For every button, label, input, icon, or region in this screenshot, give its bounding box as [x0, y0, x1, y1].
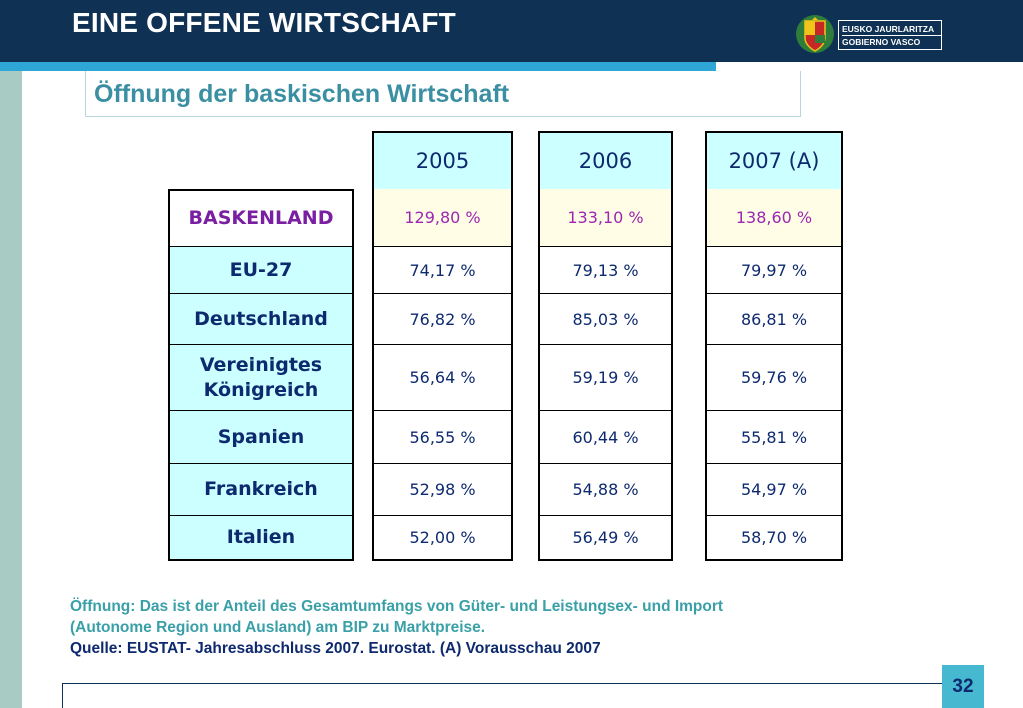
cell-italien-2007: 58,70 %	[705, 516, 843, 561]
row-label-deutschland: Deutschland	[168, 294, 354, 345]
cell-spanien-2006: 60,44 %	[538, 411, 673, 464]
government-name: EUSKO JAURLARITZA GOBIERNO VASCO	[838, 20, 942, 50]
cell-eu27-2007: 79,97 %	[705, 247, 843, 294]
footnote-source: Quelle: EUSTAT- Jahresabschluss 2007. Eu…	[70, 640, 601, 657]
page-number: 32	[942, 665, 984, 708]
logo-line-2: GOBIERNO VASCO	[842, 35, 941, 48]
cell-spanien-2007: 55,81 %	[705, 411, 843, 464]
left-decor-strip	[0, 71, 22, 708]
page-title: EINE OFFENE WIRTSCHAFT	[72, 7, 456, 38]
cell-uk-2005: 56,64 %	[372, 345, 513, 411]
cell-eu27-2006: 79,13 %	[538, 247, 673, 294]
subtitle-frame	[85, 71, 801, 117]
footnote-definition-1: Öffnung: Das ist der Anteil des Gesamtum…	[70, 598, 724, 615]
cell-frankreich-2006: 54,88 %	[538, 464, 673, 516]
row-label-frankreich: Frankreich	[168, 464, 354, 516]
cell-deutschland-2007: 86,81 %	[705, 294, 843, 345]
column-header-2005: 2005	[372, 131, 513, 190]
cell-italien-2005: 52,00 %	[372, 516, 513, 561]
cell-eu27-2005: 74,17 %	[372, 247, 513, 294]
cell-uk-2007: 59,76 %	[705, 345, 843, 411]
cell-italien-2006: 56,49 %	[538, 516, 673, 561]
column-header-2007: 2007 (A)	[705, 131, 843, 190]
cell-baskenland-2005: 129,80 %	[372, 189, 513, 247]
slide-subtitle: Öffnung der baskischen Wirtschaft	[94, 80, 510, 108]
cell-spanien-2005: 56,55 %	[372, 411, 513, 464]
cell-deutschland-2006: 85,03 %	[538, 294, 673, 345]
logo-line-1: EUSKO JAURLARITZA	[842, 24, 935, 34]
cell-frankreich-2007: 54,97 %	[705, 464, 843, 516]
footnote: Öffnung: Das ist der Anteil des Gesamtum…	[70, 596, 890, 659]
row-label-uk: Vereinigtes Königreich	[168, 345, 354, 411]
column-header-2006: 2006	[538, 131, 673, 190]
cell-baskenland-2006: 133,10 %	[538, 189, 673, 247]
cell-deutschland-2005: 76,82 %	[372, 294, 513, 345]
row-label-baskenland: BASKENLAND	[168, 189, 354, 247]
row-label-italien: Italien	[168, 516, 354, 561]
footer-divider-left	[62, 683, 63, 708]
cell-baskenland-2007: 138,60 %	[705, 189, 843, 247]
cell-uk-2006: 59,19 %	[538, 345, 673, 411]
coat-of-arms-icon	[796, 15, 834, 53]
footer-divider	[62, 683, 942, 684]
accent-bar	[0, 62, 716, 71]
header-bar	[0, 0, 1023, 62]
row-label-spanien: Spanien	[168, 411, 354, 464]
footnote-definition-2: (Autonome Region und Ausland) am BIP zu …	[70, 619, 486, 636]
row-label-eu27: EU-27	[168, 247, 354, 294]
cell-frankreich-2005: 52,98 %	[372, 464, 513, 516]
